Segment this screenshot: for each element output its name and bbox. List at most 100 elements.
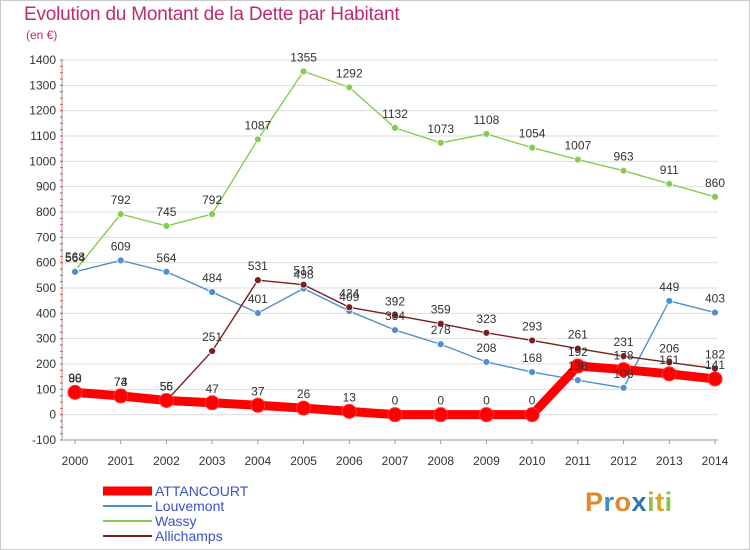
- legend-label: Allichamps: [155, 528, 223, 544]
- data-point: [341, 403, 357, 419]
- data-label: 178: [614, 349, 634, 363]
- data-label: 334: [385, 309, 405, 323]
- data-point: [436, 340, 445, 349]
- legend-label: ATTANCOURT: [155, 483, 249, 499]
- x-tick-label: 2004: [245, 454, 272, 468]
- chart-title: Evolution du Montant de la Dette par Hab…: [24, 4, 400, 25]
- data-point: [482, 358, 491, 366]
- data-point: [436, 138, 445, 147]
- y-tick-label: 1400: [29, 53, 56, 67]
- y-tick-label: 600: [36, 256, 56, 270]
- data-point: [619, 352, 628, 361]
- x-tick-label: 2010: [519, 454, 546, 468]
- data-label: 168: [522, 351, 542, 365]
- data-label: 963: [614, 150, 634, 164]
- data-point: [711, 308, 719, 317]
- data-label: 609: [111, 239, 131, 253]
- series-line-wassy: [74, 70, 716, 272]
- data-label: 0: [529, 394, 536, 408]
- y-tick-label: 700: [36, 230, 56, 244]
- y-tick-label: 200: [36, 357, 56, 371]
- data-point: [345, 303, 354, 312]
- data-point: [436, 319, 445, 328]
- x-tick-label: 2009: [473, 454, 500, 468]
- data-point: [116, 256, 125, 265]
- data-point: [67, 384, 83, 400]
- data-point: [433, 407, 449, 423]
- y-tick-label: 500: [36, 281, 56, 295]
- y-tick-label: 400: [36, 306, 56, 320]
- y-tick-label: 1100: [30, 129, 56, 143]
- x-tick-label: 2006: [336, 454, 363, 468]
- data-label: 13: [343, 390, 357, 404]
- data-point: [296, 400, 312, 416]
- x-tick-label: 2000: [62, 454, 89, 468]
- data-label: 251: [202, 330, 222, 344]
- data-label: 231: [614, 335, 634, 349]
- data-point: [253, 276, 262, 285]
- data-label: 182: [705, 348, 725, 362]
- data-point: [570, 358, 586, 374]
- data-point: [528, 336, 537, 345]
- data-label: 792: [202, 193, 222, 207]
- data-point: [665, 297, 674, 305]
- data-label: 860: [705, 176, 725, 190]
- data-point: [387, 407, 403, 423]
- data-label: 56: [160, 379, 174, 393]
- x-tick-label: 2001: [107, 454, 134, 468]
- y-tick-label: 1300: [29, 78, 56, 92]
- data-label: 0: [483, 394, 490, 408]
- data-label: 531: [248, 259, 268, 273]
- data-point: [391, 123, 399, 132]
- data-label: 37: [251, 384, 265, 398]
- x-tick-label: 2014: [702, 454, 729, 468]
- data-label: 136: [568, 359, 588, 373]
- x-tick-label: 2012: [610, 454, 637, 468]
- x-tick-label: 2002: [153, 454, 180, 468]
- x-tick-label: 2008: [427, 454, 454, 468]
- data-point: [250, 397, 266, 413]
- data-point: [116, 210, 125, 218]
- y-tick-label: -100: [32, 433, 56, 447]
- data-point: [204, 395, 220, 411]
- data-label: 564: [65, 251, 85, 265]
- data-point: [619, 166, 628, 175]
- data-point: [391, 326, 399, 334]
- chart-unit-label: (en €): [26, 28, 58, 42]
- x-tick-label: 2011: [565, 454, 591, 468]
- data-label: 73: [114, 375, 128, 389]
- x-tick-label: 2007: [382, 454, 409, 468]
- data-point: [524, 407, 540, 423]
- legend-label: Wassy: [155, 513, 196, 529]
- data-point: [573, 344, 582, 353]
- data-point: [573, 155, 582, 164]
- data-point: [478, 407, 494, 423]
- data-label: 278: [431, 323, 451, 337]
- data-point: [208, 210, 217, 218]
- data-point: [253, 309, 262, 317]
- data-point: [482, 328, 491, 337]
- data-point: [616, 362, 632, 378]
- data-point: [707, 371, 723, 387]
- data-label: 911: [660, 163, 679, 177]
- data-label: 0: [437, 394, 444, 408]
- data-label: 424: [339, 286, 359, 300]
- data-label: 74: [114, 375, 128, 389]
- data-label: 208: [476, 341, 496, 355]
- data-label: 26: [297, 387, 311, 401]
- data-label: 401: [248, 292, 268, 306]
- data-label: 1108: [474, 113, 500, 127]
- data-label: 88: [68, 371, 82, 385]
- y-tick-label: 900: [36, 180, 56, 194]
- data-point: [528, 368, 537, 377]
- data-label: 1054: [519, 127, 546, 141]
- proxiti-logo: Proxiti: [585, 487, 673, 517]
- y-tick-label: 300: [36, 332, 56, 346]
- data-label: 403: [705, 292, 725, 306]
- x-tick-label: 2013: [656, 454, 683, 468]
- legend-label: Louvemont: [155, 498, 224, 514]
- data-label: 1132: [382, 107, 408, 121]
- x-tick-label: 2003: [199, 454, 226, 468]
- y-tick-label: 1000: [29, 154, 56, 168]
